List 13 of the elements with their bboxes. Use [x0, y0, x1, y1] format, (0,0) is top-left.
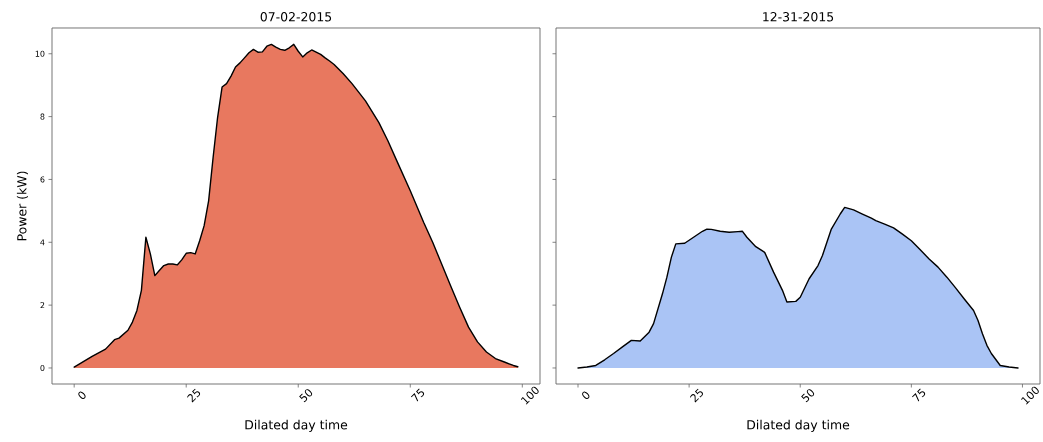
x-axis-title: Dilated day time [245, 419, 348, 432]
x-axis-title: Dilated day time [747, 419, 850, 432]
y-axis-title: Power (kW) [16, 171, 28, 241]
x-tick-label: 25 [690, 388, 703, 403]
x-tick-label: 50 [299, 389, 313, 403]
x-tick-label: 75 [410, 388, 425, 402]
x-tick-label: 0 [582, 391, 590, 399]
x-tick-label: 25 [187, 388, 201, 403]
x-tick-label: 50 [801, 389, 815, 403]
chart-title: 07-02-2015 [260, 12, 332, 22]
x-tick-label: 75 [911, 388, 926, 402]
x-tick-label: 0 [78, 391, 86, 399]
chart-title: 12-31-2015 [763, 12, 834, 22]
